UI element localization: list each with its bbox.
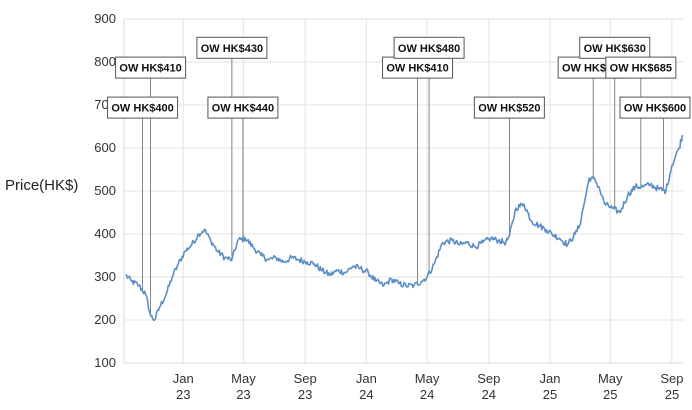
y-tick-label: 300	[94, 269, 116, 284]
x-tick-label: 25	[603, 387, 617, 402]
y-tick-label: 500	[94, 183, 116, 198]
annotation-label: OW HK$430	[201, 43, 263, 55]
annotation-box	[605, 56, 677, 79]
annotation-label: OW HK$440	[212, 103, 274, 115]
annotation-box	[473, 96, 545, 119]
x-tick-label: May	[598, 371, 623, 386]
x-tick-label: Jan	[173, 371, 194, 386]
x-tick-label: Sep	[477, 371, 500, 386]
y-tick-label: 600	[94, 140, 116, 155]
x-tick-label: 23	[236, 387, 250, 402]
annotation-box	[393, 36, 465, 59]
y-tick-label: 200	[94, 312, 116, 327]
x-tick-label: 25	[543, 387, 557, 402]
x-tick-label: 24	[359, 387, 373, 402]
annotation-lines	[142, 47, 664, 316]
annotation-label: OW HK$520	[478, 103, 540, 115]
annotation-box	[196, 36, 268, 59]
x-tick-label: Sep	[294, 371, 317, 386]
x-tick-label: May	[231, 371, 256, 386]
annotation-box	[107, 96, 179, 119]
x-tick-label: 24	[482, 387, 496, 402]
x-axis: Jan23May23Sep23Jan24May24Sep24Jan25May25…	[173, 371, 684, 402]
y-tick-label: 100	[94, 355, 116, 370]
y-axis-label: Price(HK$)	[5, 177, 78, 194]
annotation-box	[619, 96, 691, 119]
x-tick-label: 23	[298, 387, 312, 402]
annotation-label: OW HK$410	[386, 63, 448, 75]
x-tick-label: Jan	[540, 371, 561, 386]
x-tick-label: Jan	[356, 371, 377, 386]
annotation-labels: OW HK$400 OW HK$410 OW HK$430 OW HK$440 OW H…	[107, 36, 691, 119]
x-tick-label: 25	[665, 387, 679, 402]
x-tick-label: 23	[176, 387, 190, 402]
y-tick-label: 400	[94, 226, 116, 241]
annotation-box	[207, 96, 279, 119]
price-line	[125, 134, 684, 322]
x-tick-label: May	[415, 371, 440, 386]
annotation-label: OW HK$480	[398, 43, 460, 55]
y-tick-label: 900	[94, 11, 116, 26]
annotation-box	[115, 56, 187, 79]
annotation-label: OW HK$410	[119, 63, 181, 75]
annotation-label: OW HK$630	[584, 43, 646, 55]
y-tick-label: 800	[94, 54, 116, 69]
x-tick-label: 24	[420, 387, 434, 402]
annotation-label: OW HK$685	[610, 63, 672, 75]
grid	[123, 18, 684, 364]
x-tick-label: Sep	[660, 371, 683, 386]
annotation-label: OW HK$400	[111, 103, 173, 115]
annotation-label: OW HK$600	[624, 103, 686, 115]
